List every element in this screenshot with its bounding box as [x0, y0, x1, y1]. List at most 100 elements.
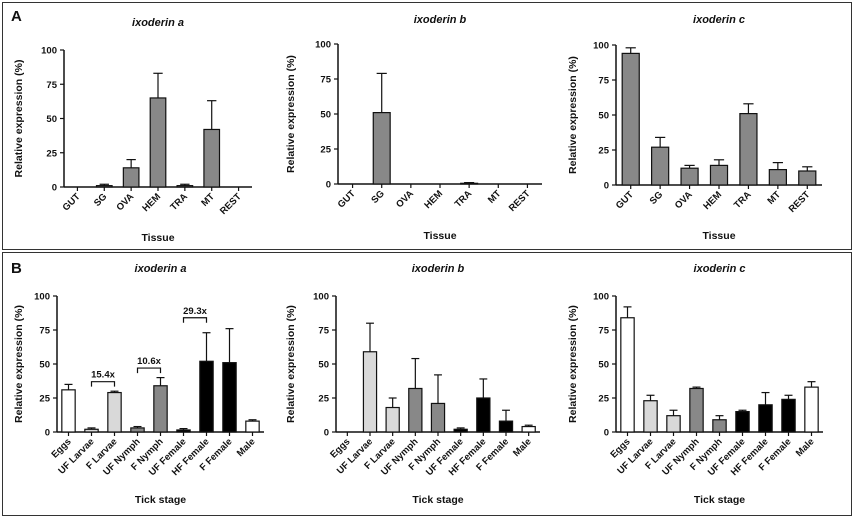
chart-title: ixoderin a	[135, 263, 187, 275]
y-tick-label: 50	[46, 114, 57, 125]
x-tick-label: OVA	[673, 189, 695, 211]
annotation-label: 15.4x	[91, 370, 115, 381]
chart-title: ixoderin b	[414, 14, 467, 26]
y-tick-label: 75	[598, 76, 609, 87]
y-tick-label: 25	[39, 394, 50, 405]
annotation-label: 10.6x	[137, 356, 161, 367]
bar	[84, 428, 99, 433]
y-axis-label: Relative expression (%)	[567, 305, 579, 423]
bar	[203, 128, 221, 188]
bar	[408, 387, 423, 433]
bar	[620, 317, 635, 433]
bar	[385, 406, 400, 433]
chart-title: ixoderin c	[694, 263, 746, 275]
x-tick-label: SG	[92, 191, 109, 208]
bar	[709, 164, 729, 186]
bar	[372, 111, 391, 185]
bar	[245, 420, 260, 433]
bar	[712, 419, 727, 433]
y-tick-label: 25	[320, 145, 331, 156]
bar	[804, 386, 819, 433]
y-tick-label: 25	[318, 394, 329, 405]
y-tick-label: 0	[326, 180, 331, 191]
y-tick-label: 100	[313, 292, 329, 303]
x-tick-label: REST	[787, 189, 813, 215]
chart-1: ixoderin a 0 25 50 75 100 Relative expression …	[13, 17, 252, 244]
x-tick-label: GUT	[614, 189, 636, 211]
bar	[666, 415, 681, 433]
y-tick-label: 0	[604, 181, 609, 192]
y-tick-label: 75	[39, 326, 50, 337]
annotation-bracket	[136, 367, 162, 374]
x-tick-label: TRA	[732, 189, 754, 211]
x-tick-label: HEM	[701, 189, 724, 212]
panel-b: B	[2, 252, 852, 516]
panel-a-letter: A	[11, 8, 22, 25]
bar	[122, 167, 140, 188]
bar	[430, 402, 446, 433]
bar	[61, 389, 76, 433]
x-tick-label: MT	[765, 189, 783, 207]
x-tick-label: GUT	[61, 191, 83, 213]
x-tick-label: TRA	[453, 188, 475, 210]
bar	[781, 398, 796, 433]
y-axis-label: Relative expression (%)	[285, 55, 297, 173]
y-tick-label: 0	[604, 428, 609, 439]
x-tick-label: HEM	[140, 191, 163, 214]
y-tick-label: 0	[52, 183, 57, 194]
x-tick-label: HEM	[422, 188, 445, 211]
bar	[153, 385, 168, 433]
x-tick-label: TRA	[168, 191, 190, 213]
y-tick-label: 25	[46, 148, 57, 159]
bar	[798, 170, 817, 186]
panel-a: A	[2, 2, 852, 250]
y-axis-label: Relative expression (%)	[13, 60, 25, 178]
panel-b-letter: B	[11, 260, 22, 277]
bar	[758, 404, 773, 433]
y-tick-label: 0	[324, 428, 329, 439]
chart-title: ixoderin b	[412, 263, 465, 275]
y-tick-label: 75	[46, 80, 57, 91]
annotation-bracket	[90, 381, 116, 387]
y-tick-label: 75	[320, 75, 331, 86]
y-tick-label: 50	[598, 111, 609, 122]
chart-6: ixoderin c 0 25 50 75 100 Relative expression …	[567, 263, 823, 506]
chart-3: ixoderin c 0 25 50 75 100 Relative expression …	[567, 14, 822, 242]
bar	[176, 429, 191, 433]
bar	[521, 425, 536, 433]
x-axis-label: Tick stage	[694, 494, 745, 506]
y-axis-label: Relative expression (%)	[285, 305, 297, 423]
bar	[643, 400, 658, 433]
x-axis-label: Tick stage	[412, 494, 463, 506]
x-tick-label: SG	[648, 189, 665, 206]
annotation-label: 29.3x	[183, 306, 207, 317]
bar	[95, 185, 113, 188]
bar	[222, 362, 237, 433]
bar	[498, 420, 514, 433]
y-tick-label: 50	[598, 360, 609, 371]
annotation-bracket	[182, 317, 208, 323]
bar	[453, 428, 468, 433]
y-tick-label: 100	[41, 46, 57, 57]
x-axis-label: Tissue	[423, 230, 456, 242]
bar	[176, 185, 194, 188]
chart-2: ixoderin b 0 25 50 75 100 Relative expression …	[285, 14, 542, 242]
y-tick-label: 50	[320, 110, 331, 121]
bar	[680, 167, 699, 186]
y-axis-label: Relative expression (%)	[567, 56, 579, 174]
x-axis-label: Tissue	[702, 230, 735, 242]
y-tick-label: 100	[315, 40, 331, 51]
bar	[199, 360, 214, 433]
bar	[362, 351, 378, 433]
x-tick-label: Male	[511, 436, 534, 459]
bar	[739, 112, 758, 186]
chart-title: ixoderin a	[132, 17, 184, 29]
y-tick-label: 25	[598, 146, 609, 157]
y-tick-label: 25	[598, 394, 609, 405]
x-tick-label: Male	[235, 436, 258, 459]
y-tick-label: 100	[593, 41, 609, 52]
y-tick-label: 75	[598, 326, 609, 337]
y-tick-label: 50	[39, 360, 50, 371]
x-tick-label: REST	[218, 191, 244, 217]
